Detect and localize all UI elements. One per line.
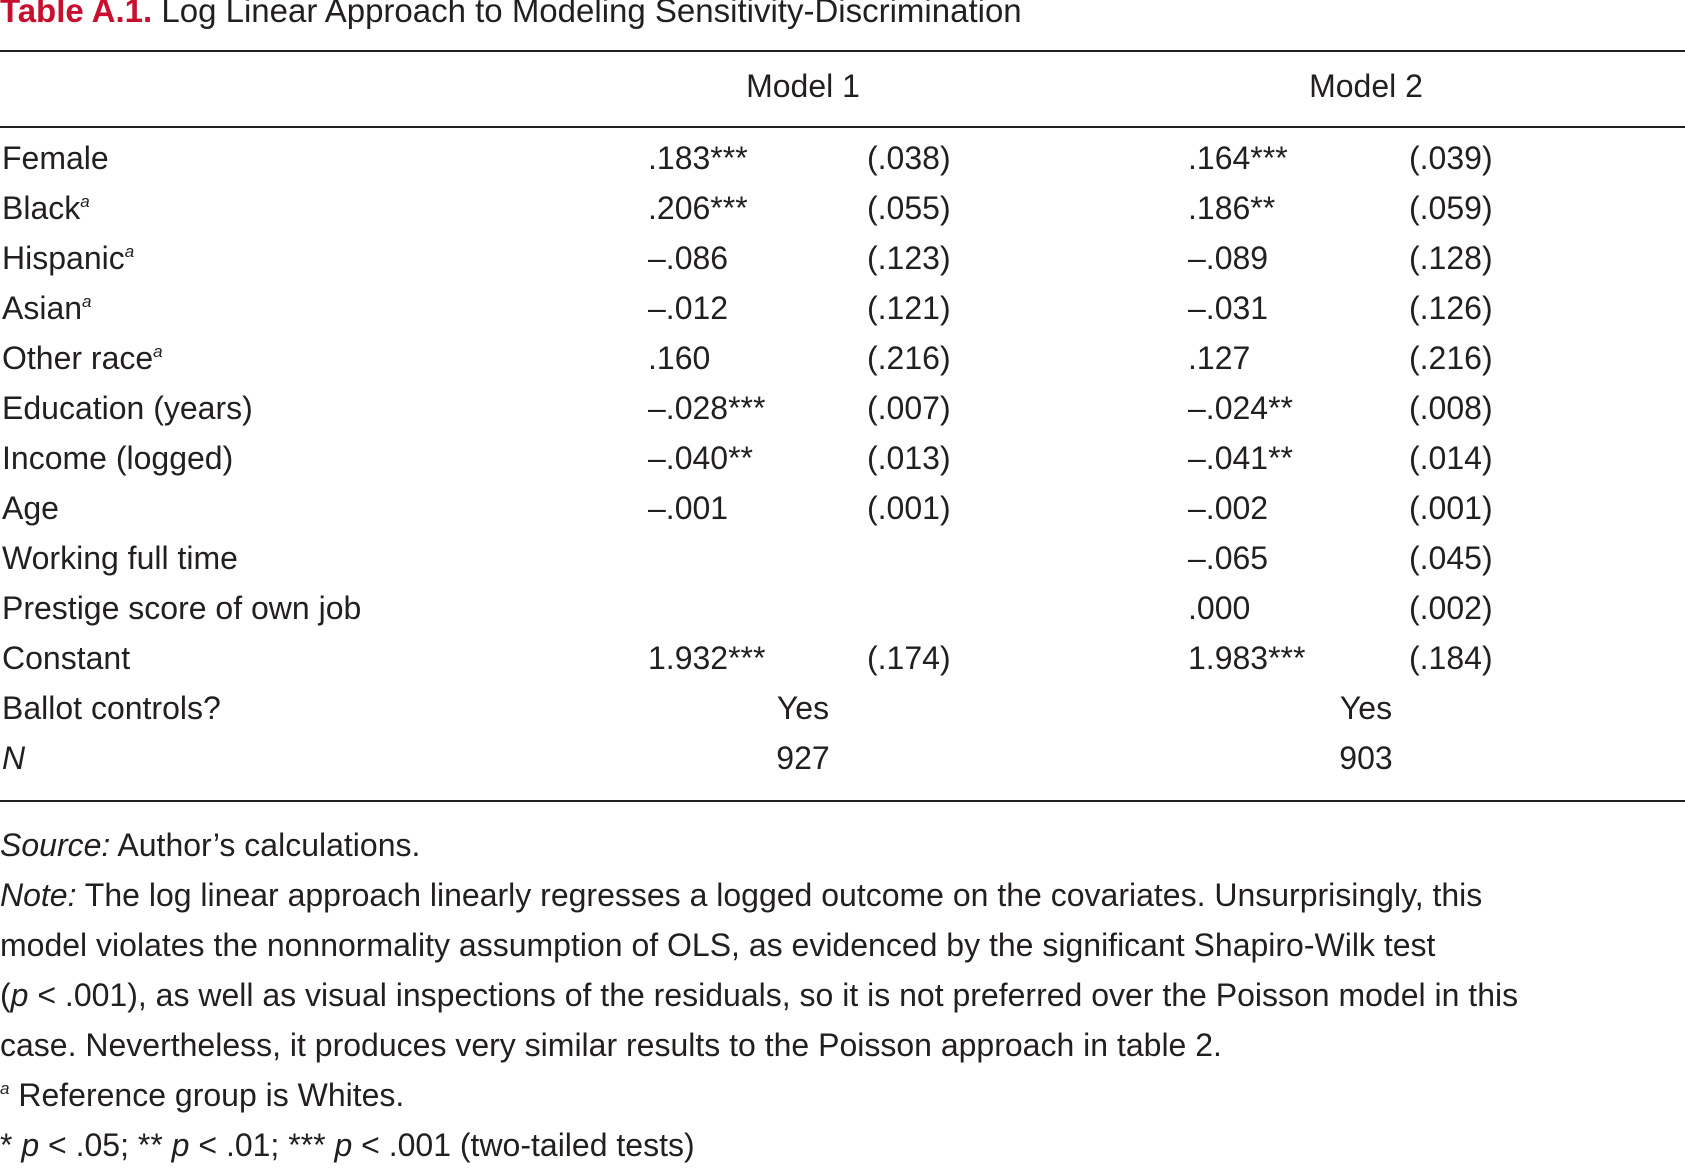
row-label: Education (years) <box>2 390 253 426</box>
model2-coefficient: –.002 <box>1188 490 1269 526</box>
model1-coefficient: .160 <box>648 340 711 376</box>
model1-coefficient: .206*** <box>648 190 748 226</box>
table-title: Log Linear Approach to Modeling Sensitiv… <box>161 0 1022 29</box>
note-line: (p < .001), as well as visual inspection… <box>0 977 1519 1013</box>
model2-coefficient: –.065 <box>1188 540 1269 576</box>
model1-std-error: (.007) <box>867 390 951 426</box>
footnote-marker: a <box>153 342 163 361</box>
model2-std-error: (.128) <box>1409 240 1493 276</box>
model2-summary-value: Yes <box>1339 690 1393 726</box>
footnote-a: a Reference group is Whites. <box>0 1070 1685 1120</box>
source-note: Source: Author’s calculations. <box>0 820 1685 870</box>
model2-coefficient: 1.983*** <box>1188 640 1306 676</box>
model1-std-error: (.121) <box>867 290 951 326</box>
footnote-marker: a <box>80 192 90 211</box>
row-label: Working full time <box>2 540 238 576</box>
model1-std-error: (.013) <box>867 440 951 476</box>
note-line: case. Nevertheless, it produces very sim… <box>0 1027 1222 1063</box>
table-row: Female .183*** (.038) .164*** (.039) <box>0 142 1685 192</box>
row-label: Hispanica <box>2 240 135 276</box>
model2-std-error: (.216) <box>1409 340 1493 376</box>
table-row: Asiana –.012 (.121) –.031 (.126) <box>0 292 1685 342</box>
model2-coefficient: –.024** <box>1188 390 1293 426</box>
model1-coefficient: –.001 <box>648 490 729 526</box>
note-line: Note: The log linear approach linearly r… <box>0 877 1483 913</box>
model2-std-error: (.002) <box>1409 590 1493 626</box>
model1-coefficient: .183*** <box>648 140 748 176</box>
model2-std-error: (.014) <box>1409 440 1493 476</box>
model2-coefficient: .164*** <box>1188 140 1288 176</box>
model2-coefficient: .000 <box>1188 590 1251 626</box>
model2-std-error: (.039) <box>1409 140 1493 176</box>
footnote-marker: a <box>0 1079 10 1098</box>
table-caption: Table A.1. Log Linear Approach to Modeli… <box>0 0 1022 27</box>
table-row: Hispanica –.086 (.123) –.089 (.128) <box>0 242 1685 292</box>
model1-std-error: (.038) <box>867 140 951 176</box>
model1-header: Model 1 <box>746 68 860 104</box>
note-line: model violates the nonnormality assumpti… <box>0 927 1436 963</box>
model1-std-error: (.055) <box>867 190 951 226</box>
model2-std-error: (.184) <box>1409 640 1493 676</box>
table-row: Working full time –.065 (.045) <box>0 542 1685 592</box>
row-label: Asiana <box>2 290 92 326</box>
row-label: Constant <box>2 640 131 676</box>
model1-coefficient: –.028*** <box>648 390 766 426</box>
source-text: Author’s calculations. <box>110 827 421 863</box>
significance-note: * p < .05; ** p < .01; *** p < .001 (two… <box>0 1127 695 1163</box>
source-label: Source: <box>0 827 111 863</box>
row-label: Blacka <box>2 190 90 226</box>
table-row: Prestige score of own job .000 (.002) <box>0 592 1685 642</box>
table-row: Age –.001 (.001) –.002 (.001) <box>0 492 1685 542</box>
model2-std-error: (.008) <box>1409 390 1493 426</box>
model1-summary-value: Yes <box>776 690 830 726</box>
model1-std-error: (.174) <box>867 640 951 676</box>
model1-coefficient: –.012 <box>648 290 729 326</box>
model2-std-error: (.126) <box>1409 290 1493 326</box>
table-number: Table A.1. <box>0 0 153 29</box>
model2-coefficient: –.031 <box>1188 290 1269 326</box>
model2-coefficient: .186** <box>1188 190 1276 226</box>
summary-row: N 927 903 <box>0 742 1685 792</box>
row-label: Age <box>2 490 59 526</box>
bottom-rule <box>0 800 1685 802</box>
model2-coefficient: –.089 <box>1188 240 1269 276</box>
table-row: Blacka .206*** (.055) .186** (.059) <box>0 192 1685 242</box>
model1-summary-value: 927 <box>776 740 830 776</box>
row-label: N <box>2 740 26 776</box>
top-rule <box>0 50 1685 52</box>
row-label: Female <box>2 140 109 176</box>
table-notes: Source: Author’s calculations. Note: The… <box>0 820 1685 1170</box>
model2-summary-value: 903 <box>1339 740 1393 776</box>
model1-coefficient: –.086 <box>648 240 729 276</box>
table-row: Education (years) –.028*** (.007) –.024** (.… <box>0 392 1685 442</box>
footnote-marker: a <box>124 242 135 261</box>
model2-std-error: (.045) <box>1409 540 1493 576</box>
footnote-marker: a <box>82 292 92 311</box>
table-row: Other racea .160 (.216) .127 (.216) <box>0 342 1685 392</box>
model1-std-error: (.123) <box>867 240 951 276</box>
footnote-text: Reference group is Whites. <box>9 1077 405 1113</box>
model1-coefficient: 1.932*** <box>648 640 766 676</box>
model2-std-error: (.001) <box>1409 490 1493 526</box>
row-label: Income (logged) <box>2 440 234 476</box>
row-label: Other racea <box>2 340 163 376</box>
table-row: Income (logged) –.040** (.013) –.041** (.014… <box>0 442 1685 492</box>
model1-coefficient: –.040** <box>648 440 753 476</box>
model2-header: Model 2 <box>1309 68 1423 104</box>
row-label: Ballot controls? <box>2 690 221 726</box>
row-label: Prestige score of own job <box>2 590 362 626</box>
table-row: Constant 1.932*** (.174) 1.983*** (.184) <box>0 642 1685 692</box>
header-rule <box>0 126 1685 128</box>
note-label: Note: <box>0 877 77 913</box>
model1-std-error: (.216) <box>867 340 951 376</box>
model2-coefficient: .127 <box>1188 340 1251 376</box>
model1-std-error: (.001) <box>867 490 951 526</box>
model2-std-error: (.059) <box>1409 190 1493 226</box>
summary-row: Ballot controls? Yes Yes <box>0 692 1685 742</box>
model2-coefficient: –.041** <box>1188 440 1293 476</box>
